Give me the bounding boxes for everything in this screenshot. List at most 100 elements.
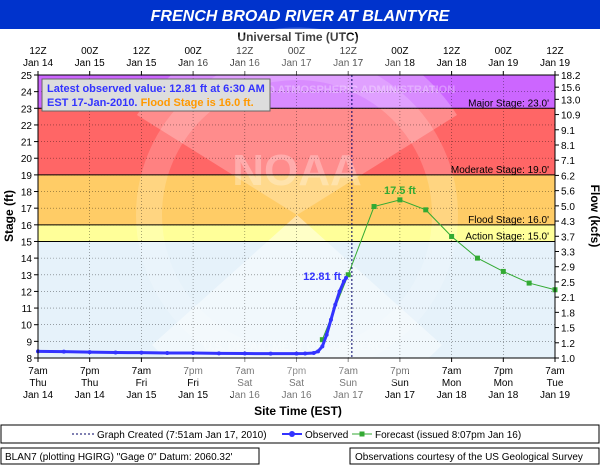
info-line-1: Latest observed value: 12.81 ft at 6:30 … [47,83,265,95]
forecast-point [423,207,429,213]
left-tick-label: 25 [21,71,33,82]
watermark-ring [136,54,458,376]
top-tick-label-utc: 12Z [340,46,357,57]
left-tick-label: 14 [21,254,33,265]
bottom-axis-title: Site Time (EST) [254,404,342,418]
top-tick-label-date: Jan 17 [281,58,311,69]
bottom-tick-label-date: Jan 19 [540,390,570,401]
left-tick-label: 18 [21,188,33,199]
series-layer: 17.5 ft 12.81 ft [36,75,558,358]
observed-point [324,332,329,337]
right-tick-label: 13.0 [561,95,581,106]
legend-forecast-label: Forecast (issued 8:07pm Jan 16) [375,430,521,441]
bottom-tick-label-date: Jan 16 [230,390,260,401]
right-tick-label: 10.9 [561,111,581,122]
bottom-tick-label-time: 7am [28,366,47,377]
right-tick-label: 6.2 [561,171,575,182]
footer-left-text: BLAN7 (plotting HGIRG) "Gage 0" Datum: 2… [5,452,233,463]
top-tick-label-utc: 12Z [236,46,253,57]
right-tick-label: 5.0 [561,202,575,213]
left-tick-label: 23 [21,104,33,115]
right-tick-label: 15.6 [561,83,581,94]
legend-created-label: Graph Created (7:51am Jan 17, 2010) [97,430,267,441]
forecast-point [371,204,377,210]
band-action-stage [38,224,555,242]
observed-point [344,275,349,280]
left-tick-label: 13 [21,271,33,282]
bottom-tick-label-day: Fri [136,378,148,389]
watermark-wedge-bottom [152,215,442,408]
top-tick-label-date: Jan 14 [23,58,53,69]
bottom-tick-label-time: 7am [235,366,254,377]
bottom-tick-label-day: Thu [81,378,98,389]
top-axis-title: Universal Time (UTC) [237,30,358,44]
observed-latest-label: 12.81 ft [303,271,341,283]
forecast-point [474,255,480,261]
bottom-tick-label-day: Sun [339,378,357,389]
bottom-tick-label-day: Sun [391,378,409,389]
left-tick-label: 9 [26,337,32,348]
observed-point [87,350,92,355]
bottom-tick-label-day: Tue [547,378,564,389]
top-tick-label-date: Jan 19 [488,58,518,69]
info-box [41,78,271,112]
footer-right-text: Observations courtesy of the US Geologic… [355,452,583,463]
top-tick-label-date: Jan 16 [178,58,208,69]
bottom-tick-label-date: Jan 16 [281,390,311,401]
bottom-tick-label-time: 7am [132,366,151,377]
left-axis-ticks: 8 9 10 11 12 13 14 15 16 17 18 19 20 21 22 23 24 25 [21,71,38,365]
observed-point [139,350,144,355]
left-tick-label: 24 [21,88,33,99]
band-label-moderate-stage: Moderate Stage: 19.0' [451,165,549,176]
watermark-bottom-text: U.S. DEPARTMENT OF COMMERCE [204,341,391,353]
right-tick-label: 5.6 [561,187,575,198]
top-tick-label-date: Jan 15 [126,58,156,69]
right-tick-label: 2.1 [561,293,575,304]
observed-point [328,317,333,322]
right-tick-label: 1.8 [561,308,575,319]
stage-band-labels: Action Stage: 15.0' Flood Stage: 16.0' Mod… [451,98,549,242]
right-tick-label: 3.7 [561,232,575,243]
top-tick-label-date: Jan 18 [385,58,415,69]
top-tick-label-utc: 12Z [546,46,563,57]
observed-point [320,344,325,349]
top-tick-label-utc: 12Z [29,46,46,57]
top-tick-label-date: Jan 16 [230,58,260,69]
right-tick-label: 2.9 [561,263,575,274]
right-tick-label: 1.2 [561,339,575,350]
bottom-tick-label-time: 7pm [80,366,99,377]
observed-point [311,351,316,356]
info-line-2: EST 17-Jan-2010. Flood Stage is 16.0 ft. [47,97,254,109]
top-tick-label-utc: 00Z [81,46,98,57]
right-tick-label: 7.1 [561,156,575,167]
bottom-tick-label-time: 7am [545,366,564,377]
bottom-tick-label-time: 7pm [390,366,409,377]
bottom-tick-label-day: Sat [237,378,252,389]
bottom-tick-label-day: Mon [494,378,513,389]
left-tick-label: 20 [21,154,33,165]
observed-point [165,351,170,356]
forecast-peak-label: 17.5 ft [384,185,416,197]
left-axis-title: Stage (ft) [2,190,16,242]
left-tick-label: 16 [21,221,33,232]
bottom-tick-label-day: Mon [442,378,461,389]
bottom-tick-label-day: Sat [289,378,304,389]
chart-title: FRENCH BROAD RIVER AT BLANTYRE [151,8,451,25]
band-label-action-stage: Action Stage: 15.0' [465,231,549,242]
top-tick-label-date: Jan 19 [540,58,570,69]
watermark-center-text: NOAA [232,146,362,195]
right-tick-label: 3.3 [561,247,575,258]
bottom-tick-label-day: Fri [187,378,199,389]
left-tick-label: 11 [22,304,33,315]
right-tick-label: 2.5 [561,278,575,289]
observed-point [242,351,247,356]
bottom-tick-label-date: Jan 17 [333,390,363,401]
observed-point [316,349,321,354]
observed-point [113,350,118,355]
observed-point [268,351,273,356]
bottom-tick-label-time: 7pm [494,366,513,377]
forecast-point [397,197,403,203]
